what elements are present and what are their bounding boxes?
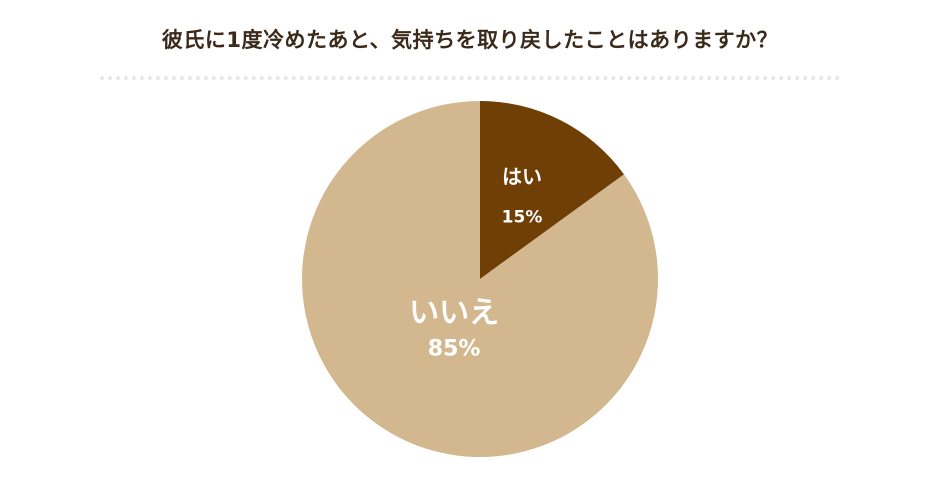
- slice-value-0: 15%: [502, 207, 543, 227]
- pie-slice-1: [301, 101, 658, 458]
- pie-slice-0: [480, 101, 625, 279]
- chart-title: 彼氏に1度冷めたあと、気持ちを取り戻したことはありますか？: [161, 28, 779, 52]
- slice-label-1: いいえ: [409, 295, 499, 330]
- title-divider: [100, 76, 840, 80]
- slice-label-0: はい: [502, 165, 542, 189]
- slice-value-1: 85%: [428, 336, 481, 361]
